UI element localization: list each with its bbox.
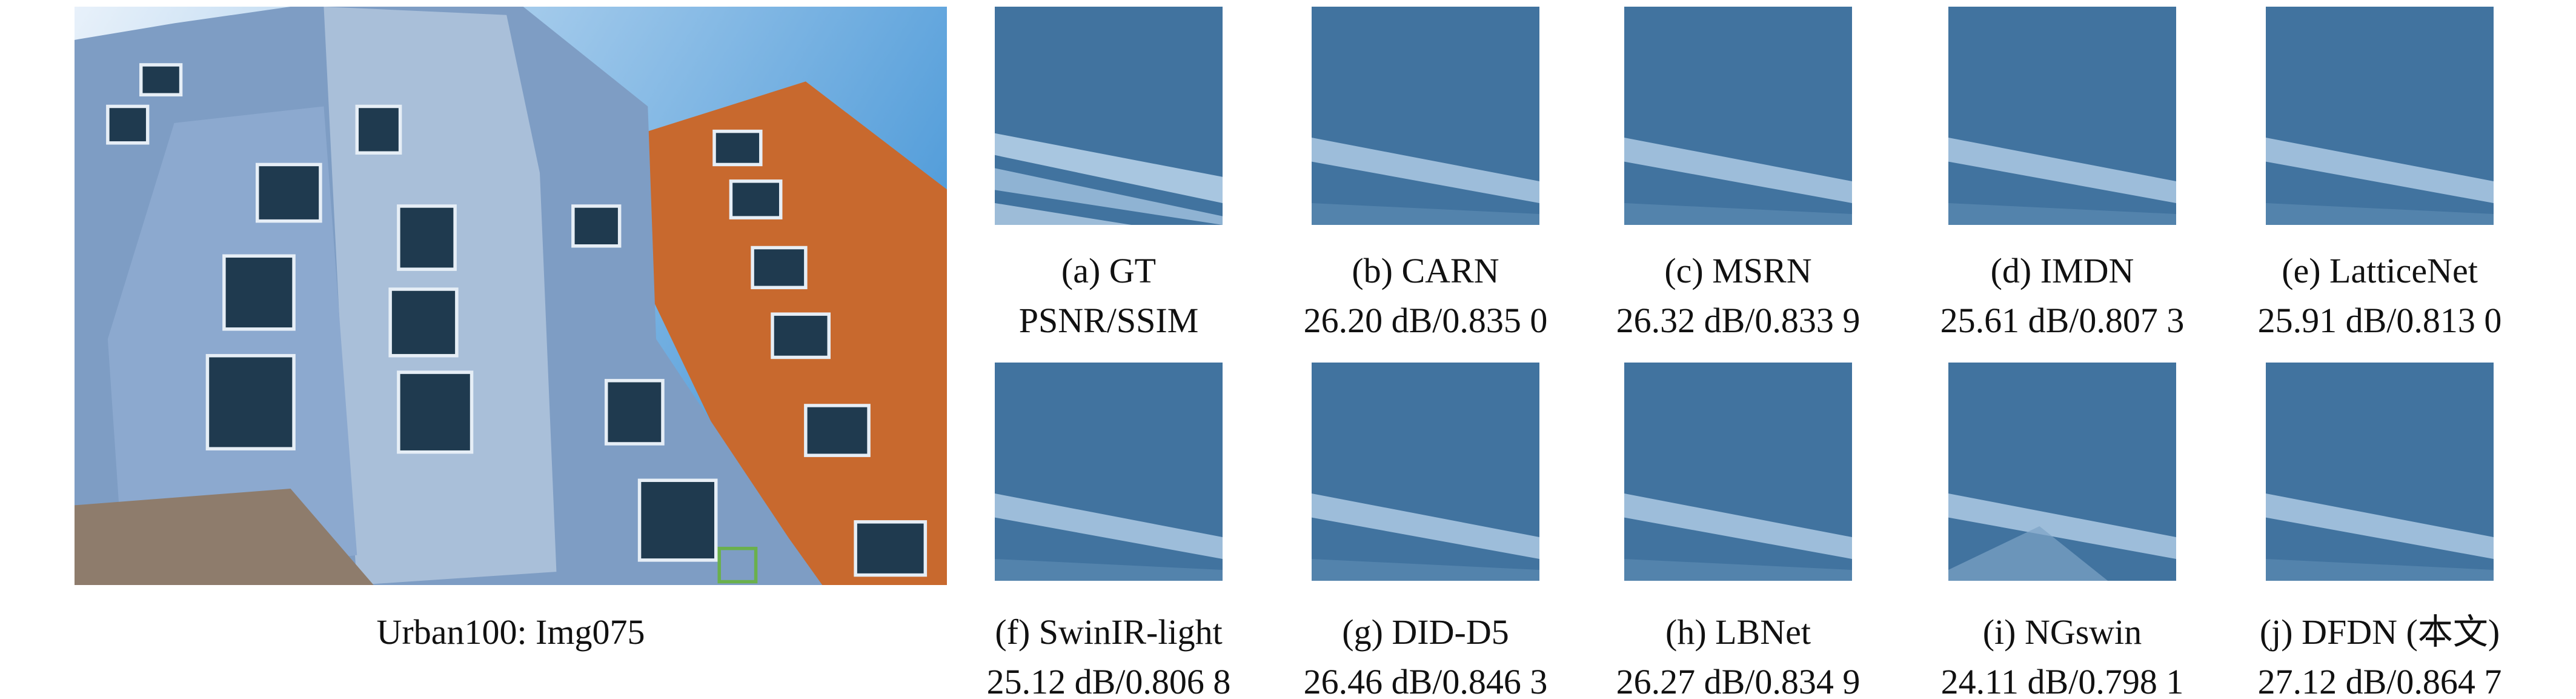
panel-label: (f) SwinIR-light: [995, 612, 1223, 652]
panel-metric: 27.12 dB/0.864 7: [2257, 662, 2502, 699]
image-patch: [995, 7, 1223, 225]
panel-metric: 25.61 dB/0.807 3: [1940, 301, 2185, 340]
image-patch: [1624, 7, 1852, 225]
main-image: [75, 7, 947, 585]
panel-metric: PSNR/SSIM: [1018, 301, 1199, 340]
panel-label: (a) GT: [1061, 251, 1157, 290]
panel-label: (g) DID-D5: [1342, 612, 1509, 652]
image-patch: [2266, 363, 2494, 581]
image-patch: [1312, 7, 1539, 225]
panel-label: (j) DFDN (本文): [2259, 612, 2500, 652]
panel-metric: 24.11 dB/0.798 1: [1940, 662, 2184, 699]
image-caption: Urban100: Img075: [376, 612, 645, 652]
panel-metric: 25.91 dB/0.813 0: [2257, 301, 2502, 340]
image-patch: [995, 363, 1223, 581]
panel-metric: 25.12 dB/0.806 8: [986, 662, 1231, 699]
image-patch: [2266, 7, 2494, 225]
panel-metric: 26.27 dB/0.834 9: [1616, 662, 1861, 699]
panel-metric: 26.20 dB/0.835 0: [1303, 301, 1548, 340]
image-patch: [1624, 363, 1852, 581]
image-patch: [1312, 363, 1539, 581]
panel-label: (b) CARN: [1352, 251, 1499, 290]
panel-label: (h) LBNet: [1665, 612, 1811, 652]
panel-label: (d) IMDN: [1990, 251, 2134, 290]
image-patch: [1948, 363, 2176, 581]
panel-label: (c) MSRN: [1664, 251, 1812, 290]
panel-label: (e) LatticeNet: [2282, 251, 2478, 290]
image-patch: [1948, 7, 2176, 225]
panel-metric: 26.32 dB/0.833 9: [1616, 301, 1861, 340]
panel-metric: 26.46 dB/0.846 3: [1303, 662, 1548, 699]
panel-label: (i) NGswin: [1982, 612, 2142, 652]
